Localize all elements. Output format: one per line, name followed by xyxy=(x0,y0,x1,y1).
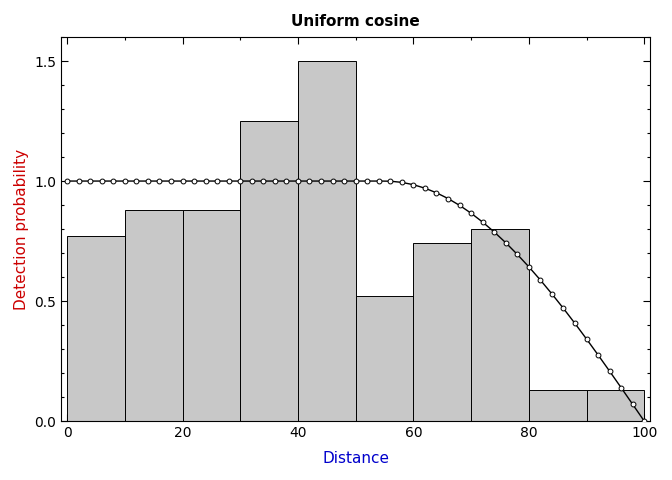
Bar xyxy=(67,236,125,421)
Bar xyxy=(587,390,644,421)
Bar xyxy=(355,296,413,421)
Title: Uniform cosine: Uniform cosine xyxy=(291,14,420,29)
X-axis label: Distance: Distance xyxy=(322,451,389,466)
Bar xyxy=(125,210,183,421)
Y-axis label: Detection probability: Detection probability xyxy=(14,148,29,310)
Bar xyxy=(471,229,529,421)
Bar xyxy=(240,121,298,421)
Bar xyxy=(298,61,355,421)
Bar xyxy=(413,243,471,421)
Bar xyxy=(529,390,587,421)
Bar xyxy=(183,210,240,421)
